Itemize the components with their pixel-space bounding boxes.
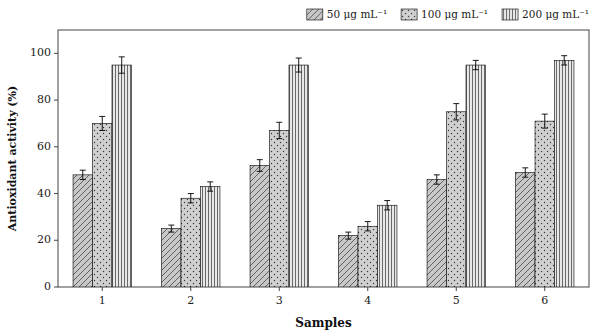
x-tick	[456, 287, 457, 291]
bar	[181, 198, 200, 287]
x-tick	[367, 287, 368, 291]
legend-item: 200 μg mL⁻¹	[502, 8, 589, 20]
y-tick	[54, 287, 58, 288]
bar	[339, 236, 358, 287]
legend: 50 μg mL⁻¹ 100 μg mL⁻¹ 200 μg mL⁻¹	[307, 8, 589, 20]
bar	[516, 173, 535, 287]
error-bar	[542, 114, 548, 128]
error-bar	[168, 225, 174, 232]
legend-label: 100 μg mL⁻¹	[421, 8, 488, 20]
error-bar	[522, 168, 528, 177]
legend-swatch	[307, 9, 323, 20]
x-tick-label: 5	[453, 294, 460, 307]
plot-frame	[58, 30, 589, 287]
bar	[270, 130, 289, 287]
legend-item: 50 μg mL⁻¹	[307, 8, 387, 20]
y-tick	[54, 240, 58, 241]
bar	[358, 226, 377, 287]
bar	[200, 187, 219, 287]
error-bar	[276, 122, 282, 138]
y-tick-label: 100	[30, 46, 51, 59]
error-bar	[119, 57, 125, 73]
x-tick-label: 6	[541, 294, 548, 307]
error-bar	[384, 201, 390, 210]
bar	[554, 60, 573, 287]
error-bar	[345, 232, 351, 239]
x-tick	[102, 287, 103, 291]
chart-svg: 0 20 40 60 80 100 1 2 3 4 5 6 Samples Antioxidant act…	[0, 0, 601, 335]
bar	[162, 229, 181, 287]
error-bar	[80, 170, 86, 179]
bar	[73, 175, 92, 287]
y-tick-label: 60	[37, 140, 51, 153]
y-axis-label: Antioxidant activity (%)	[6, 86, 19, 232]
chart-container: 0 20 40 60 80 100 1 2 3 4 5 6 Samples Antioxidant act…	[0, 0, 601, 335]
x-tick	[544, 287, 545, 291]
error-bar	[207, 182, 213, 191]
x-tick-label: 1	[99, 294, 106, 307]
error-bar	[257, 160, 263, 172]
error-bar	[296, 58, 302, 72]
legend-label: 50 μg mL⁻¹	[327, 8, 387, 20]
error-bar	[434, 175, 440, 184]
bar	[93, 123, 112, 287]
x-tick-label: 2	[187, 294, 194, 307]
y-tick-label: 0	[44, 280, 51, 293]
legend-label: 200 μg mL⁻¹	[522, 8, 589, 20]
error-bar	[453, 104, 459, 120]
bar	[112, 65, 131, 287]
error-bar	[188, 194, 194, 203]
y-tick	[54, 146, 58, 147]
y-tick	[54, 53, 58, 54]
bar	[289, 65, 308, 287]
error-bar	[99, 116, 105, 130]
x-tick-label: 3	[276, 294, 283, 307]
bars	[73, 56, 574, 287]
bar	[535, 121, 554, 287]
legend-swatch	[502, 9, 518, 20]
y-tick	[54, 193, 58, 194]
y-tick	[54, 100, 58, 101]
bar	[377, 205, 396, 287]
y-tick-label: 20	[37, 233, 51, 246]
bar	[466, 65, 485, 287]
legend-swatch	[401, 9, 417, 20]
bar	[447, 112, 466, 287]
bar	[427, 180, 446, 287]
x-axis-label: Samples	[295, 316, 352, 330]
error-bar	[561, 56, 567, 65]
error-bar	[473, 60, 479, 69]
x-tick-label: 4	[364, 294, 371, 307]
error-bar	[365, 222, 371, 231]
y-tick-label: 80	[37, 93, 51, 106]
y-tick-label: 40	[37, 187, 51, 200]
bar	[250, 166, 269, 287]
x-tick	[279, 287, 280, 291]
legend-item: 100 μg mL⁻¹	[401, 8, 488, 20]
x-tick	[190, 287, 191, 291]
